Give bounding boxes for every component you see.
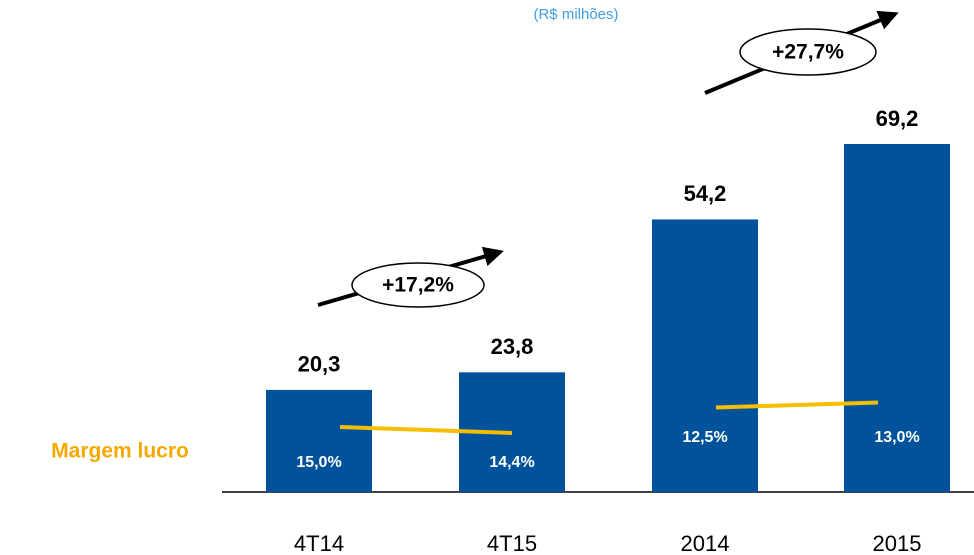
x-tick-label: 4T15 — [487, 531, 537, 555]
margin-value-label: 13,0% — [874, 429, 919, 446]
margin-value-label: 15,0% — [296, 454, 341, 471]
x-tick-label: 2015 — [873, 531, 922, 555]
bar — [652, 219, 758, 492]
margin-label: Margem lucro — [51, 440, 189, 463]
bar — [266, 389, 372, 492]
x-tick-label: 4T14 — [294, 531, 344, 555]
margin-value-label: 14,4% — [489, 454, 534, 471]
growth-ellipse — [739, 28, 877, 76]
value-label: 23,8 — [491, 334, 534, 359]
subtitle: (R$ milhões) — [533, 6, 618, 23]
value-label: 20,3 — [298, 352, 341, 377]
margin-line — [715, 400, 879, 410]
bar — [844, 144, 950, 492]
growth-label: +27,7% — [772, 41, 844, 64]
growth-ellipse — [351, 262, 485, 308]
margin-value-label: 12,5% — [682, 429, 727, 446]
x-tick-label: 2014 — [681, 531, 730, 555]
value-label: 54,2 — [684, 181, 727, 206]
margin-line — [339, 425, 513, 435]
value-label: 69,2 — [876, 106, 919, 131]
growth-label: +17,2% — [382, 274, 454, 297]
